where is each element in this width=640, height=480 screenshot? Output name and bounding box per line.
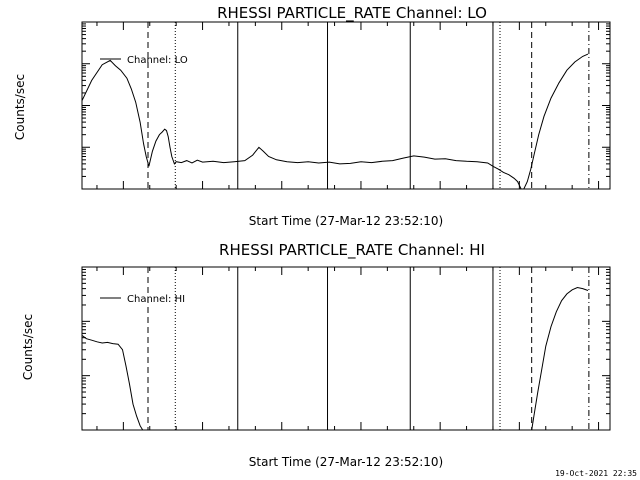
x-axis-label: Start Time (27-Mar-12 23:52:10) (249, 214, 443, 228)
legend-label: Channel: LO (127, 55, 188, 66)
hi-channel-panel: RHESSI PARTICLE_RATE Channel: HI Counts/… (21, 241, 611, 469)
legend-label: Channel: HI (127, 294, 185, 305)
data-series-line (81, 286, 589, 431)
chart-title: RHESSI PARTICLE_RATE Channel: LO (217, 4, 487, 23)
y-axis-label: Counts/sec (21, 314, 35, 380)
x-axis-label: Start Time (27-Mar-12 23:52:10) (249, 455, 443, 469)
chart-title: RHESSI PARTICLE_RATE Channel: HI (219, 241, 485, 260)
plot-frame (81, 266, 611, 431)
y-axis-label: Counts/sec (13, 74, 27, 140)
lo-channel-panel: RHESSI PARTICLE_RATE Channel: LO Counts/… (13, 4, 611, 228)
timestamp: 19-Oct-2021 22:35 (555, 469, 637, 478)
data-series-line (81, 53, 589, 190)
